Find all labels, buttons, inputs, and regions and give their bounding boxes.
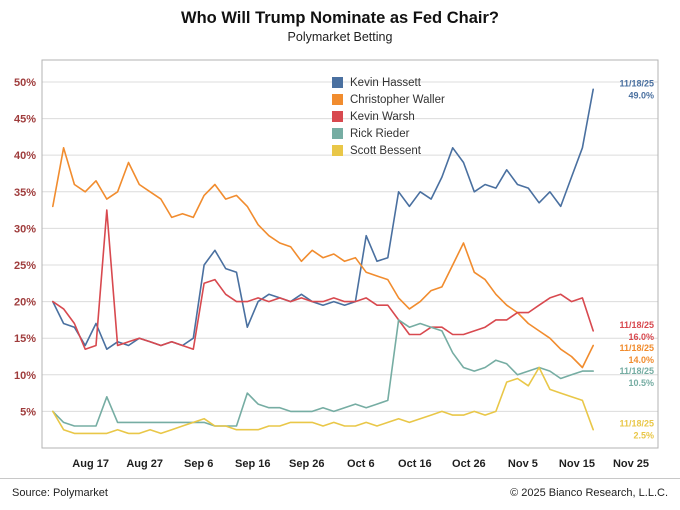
- annotation-value: 2.5%: [633, 431, 654, 441]
- annotation-date: 11/18/25: [619, 419, 654, 429]
- annotation-value: 49.0%: [628, 90, 654, 100]
- y-tick-label: 10%: [14, 370, 36, 382]
- x-tick-label: Aug 27: [126, 458, 163, 470]
- annotation-date: 11/18/25: [619, 320, 654, 330]
- y-tick-label: 40%: [14, 150, 36, 162]
- chart-title: Who Will Trump Nominate as Fed Chair?: [181, 9, 499, 27]
- legend-swatch-icon: [332, 145, 343, 156]
- annotation-value: 10.5%: [628, 378, 654, 388]
- legend-item: Rick Rieder: [332, 127, 445, 140]
- annotation-date: 11/18/25: [619, 78, 654, 88]
- legend-label: Kevin Warsh: [350, 110, 415, 123]
- annotation-value: 14.0%: [628, 355, 654, 365]
- chart-legend: Kevin Hassett Christopher Waller Kevin War…: [332, 76, 445, 157]
- y-tick-label: 5%: [20, 406, 36, 418]
- series-line-kevin-hassett: [51, 88, 595, 351]
- legend-swatch-icon: [332, 111, 343, 122]
- legend-swatch-icon: [332, 77, 343, 88]
- x-tick-label: Sep 26: [289, 458, 324, 470]
- legend-item: Christopher Waller: [332, 93, 445, 106]
- legend-label: Rick Rieder: [350, 127, 410, 140]
- x-tick-label: Oct 16: [398, 458, 432, 470]
- copyright-label: © 2025 Bianco Research, L.L.C.: [510, 487, 668, 499]
- legend-label: Christopher Waller: [350, 93, 445, 106]
- y-tick-label: 30%: [14, 223, 36, 235]
- legend-label: Kevin Hassett: [350, 76, 421, 89]
- x-tick-label: Sep 6: [184, 458, 213, 470]
- annotation-date: 11/18/25: [619, 366, 654, 376]
- x-tick-label: Oct 26: [452, 458, 486, 470]
- plot-border: [41, 59, 659, 449]
- series-line-kevin-warsh: [51, 209, 595, 351]
- series-line-christopher-waller: [51, 147, 595, 369]
- legend-label: Scott Bessent: [350, 144, 421, 157]
- chart-header: Who Will Trump Nominate as Fed Chair? Po…: [0, 0, 680, 48]
- series-line-scott-bessent: [51, 366, 595, 435]
- legend-item: Kevin Hassett: [332, 76, 445, 89]
- y-tick-label: 15%: [14, 333, 36, 345]
- chart-footer: Source: Polymarket © 2025 Bianco Researc…: [0, 478, 680, 510]
- y-tick-label: 25%: [14, 260, 36, 272]
- x-tick-label: Nov 5: [508, 458, 538, 470]
- x-tick-label: Oct 6: [347, 458, 375, 470]
- x-tick-label: Nov 15: [559, 458, 595, 470]
- y-tick-label: 45%: [14, 114, 36, 126]
- chart-subtitle: Polymarket Betting: [287, 30, 393, 44]
- y-tick-label: 20%: [14, 297, 36, 309]
- legend-item: Kevin Warsh: [332, 110, 445, 123]
- source-label: Source: Polymarket: [12, 487, 108, 499]
- series-line-rick-rieder: [51, 319, 595, 427]
- legend-swatch-icon: [332, 128, 343, 139]
- annotation-date: 11/18/25: [619, 343, 654, 353]
- y-tick-label: 50%: [14, 77, 36, 89]
- legend-item: Scott Bessent: [332, 144, 445, 157]
- chart-area: 5% 10% 15% 20% 25% 30% 35% 40% 45% 50% Aug 17 Aug 2…: [0, 48, 680, 478]
- x-tick-label: Aug 17: [72, 458, 109, 470]
- annotation-value: 16.0%: [628, 332, 654, 342]
- legend-swatch-icon: [332, 94, 343, 105]
- y-tick-label: 35%: [14, 187, 36, 199]
- line-chart: 5% 10% 15% 20% 25% 30% 35% 40% 45% 50% Aug 17 Aug 2…: [14, 59, 659, 470]
- x-tick-label: Nov 25: [613, 458, 649, 470]
- x-tick-label: Sep 16: [235, 458, 270, 470]
